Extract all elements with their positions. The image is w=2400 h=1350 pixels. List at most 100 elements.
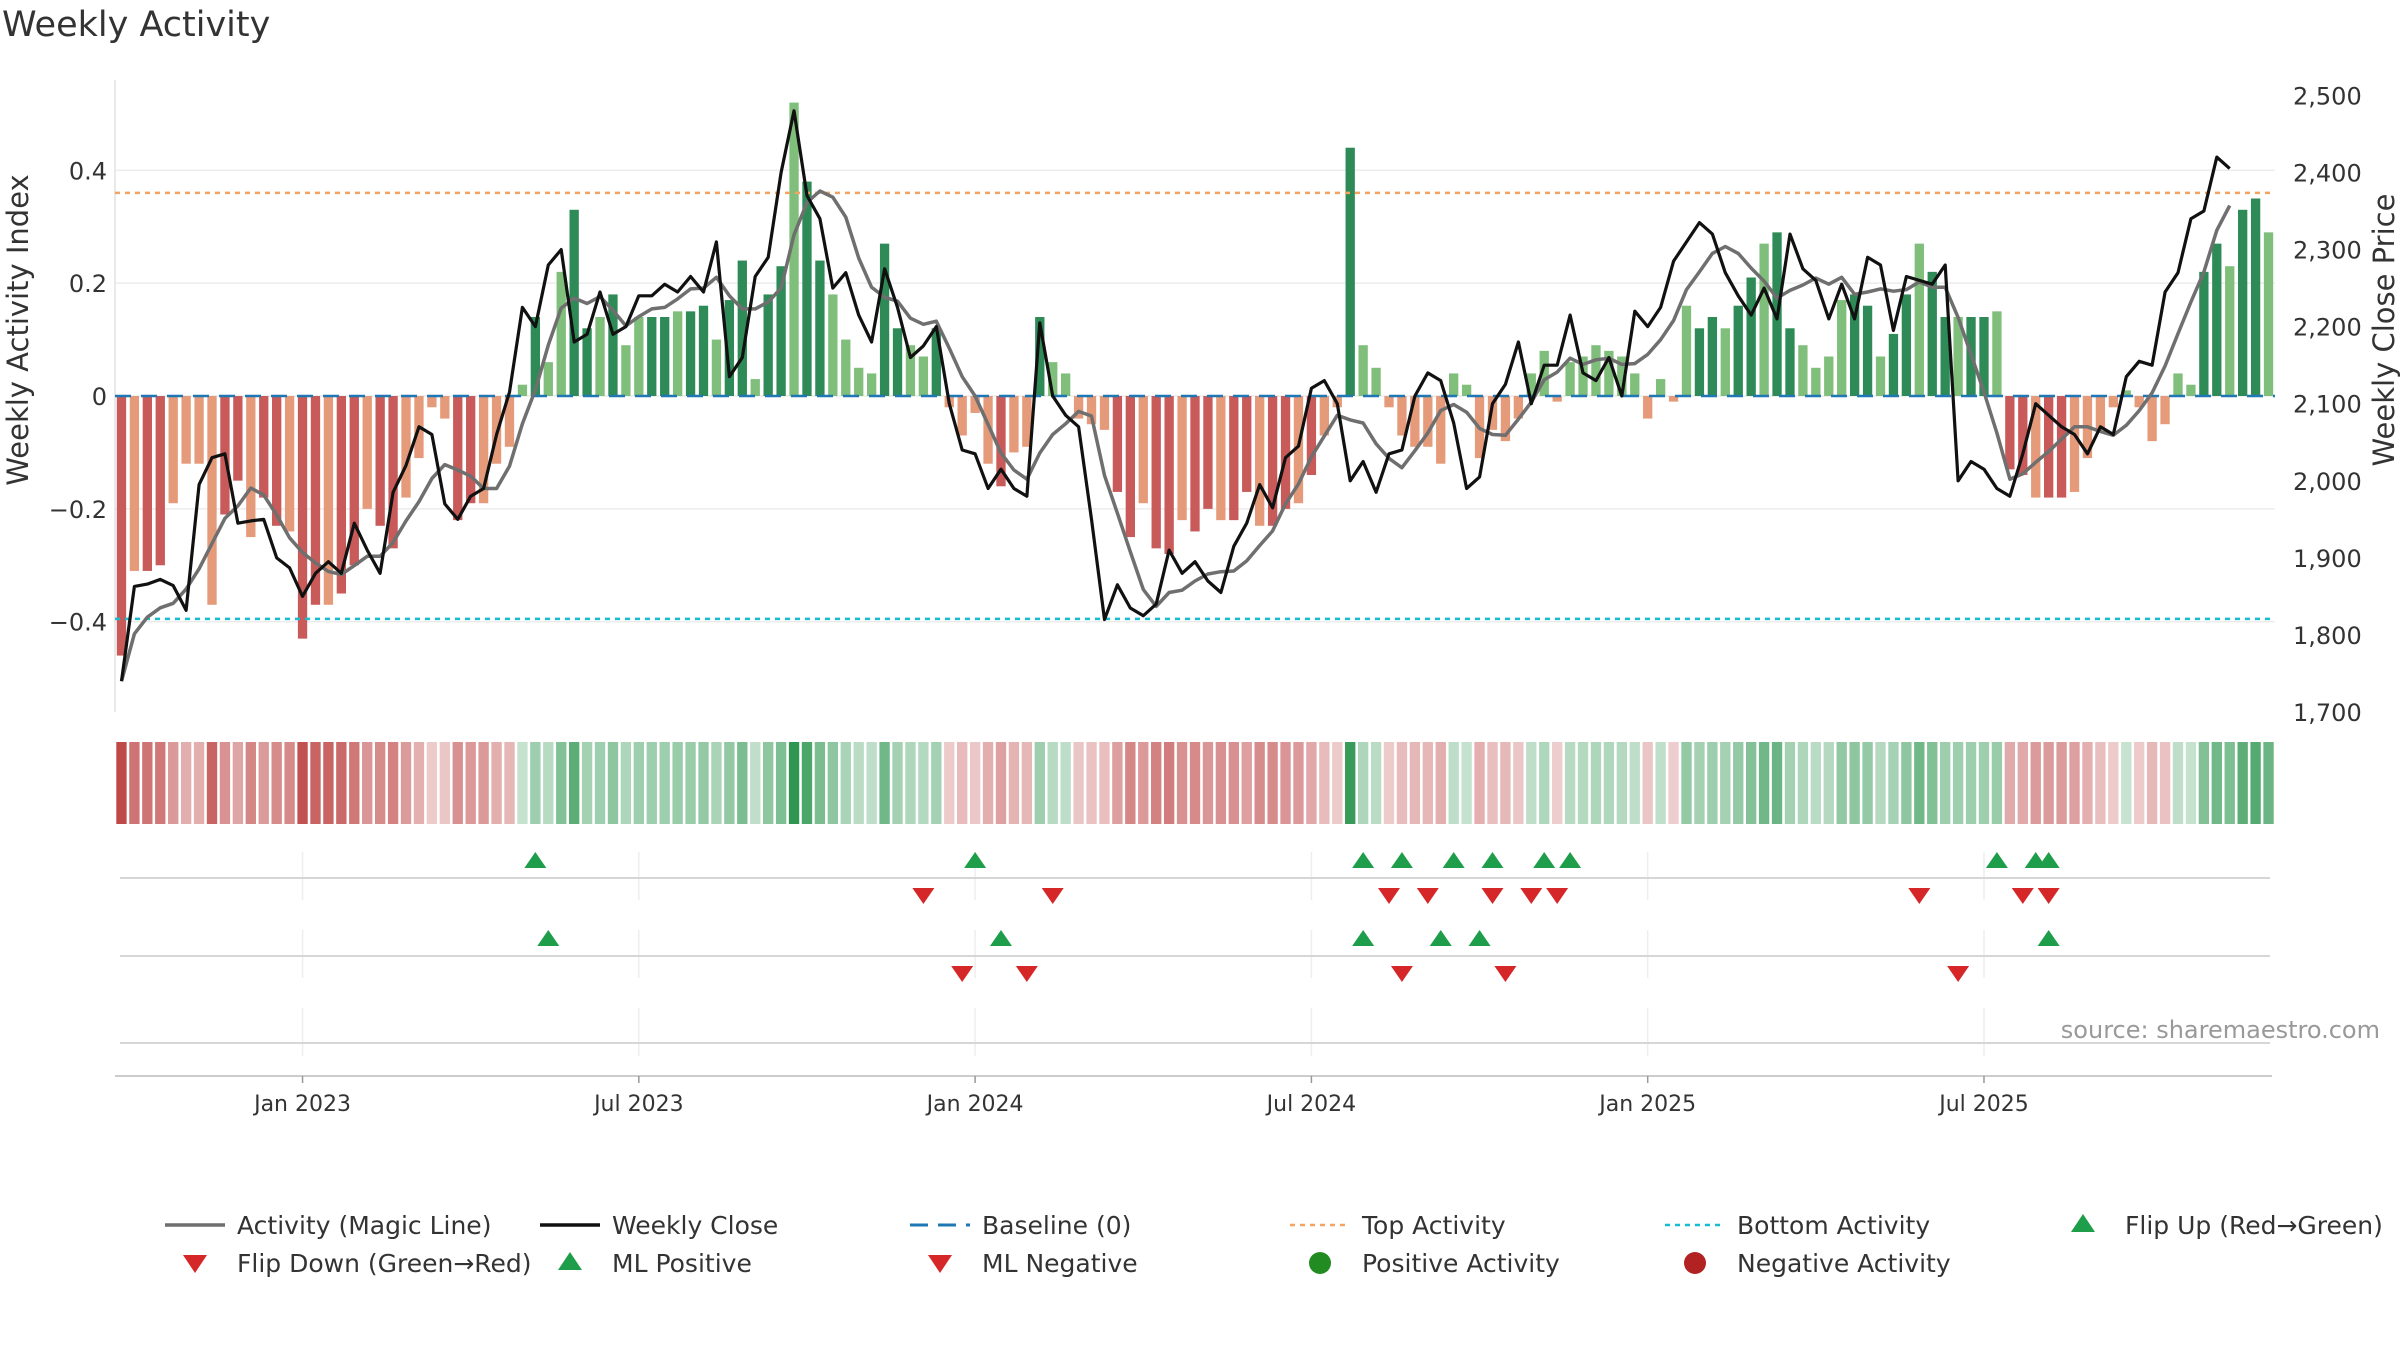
heat-cell [284, 742, 295, 824]
activity-bar [478, 396, 489, 504]
heat-cell [1280, 742, 1291, 824]
activity-bar [2095, 396, 2106, 430]
activity-bar [1875, 356, 1886, 396]
heat-cell [866, 742, 877, 824]
flip-down-marker [1520, 888, 1543, 904]
activity-bar [556, 271, 566, 396]
activity-bar [1306, 396, 1317, 475]
y-axis-right-ticks: 2,500 2,400 2,300 2,200 2,100 2,000 1,900 1,800… [2293, 82, 2362, 727]
activity-bar [2250, 198, 2261, 396]
activity-bar [776, 266, 786, 396]
x-tick-label: Jan 2025 [1597, 1092, 1696, 1117]
activity-bar [1655, 379, 1666, 396]
activity-bar [2199, 271, 2209, 396]
activity-bar [2238, 209, 2248, 396]
activity-bar [1009, 396, 1019, 453]
flip-down-marker [1041, 888, 1064, 904]
activity-bar [1785, 328, 1795, 396]
heat-cell [646, 742, 657, 824]
source-note: source: sharemaestro.com [2061, 1016, 2380, 1044]
heat-cell [1564, 742, 1576, 824]
activity-bar [1591, 345, 1601, 396]
y-axis-left-label: Weekly Activity Index [1, 174, 35, 485]
chart-title: Weekly Activity [2, 5, 270, 45]
activity-bar [2121, 390, 2131, 396]
heat-cell [142, 742, 153, 824]
ml-negative-marker [1015, 966, 1038, 982]
x-axis: Jan 2023 Jul 2023 Jan 2024 Jul 2024 Jan 2025… [115, 1075, 2272, 1117]
heat-cell [1784, 742, 1796, 824]
heat-cell [995, 742, 1007, 824]
heat-cell [905, 742, 916, 824]
legend-flipup-label: Flip Up (Red→Green) [2125, 1211, 2383, 1240]
heat-cell [1526, 742, 1537, 824]
x-tick-label: Jul 2025 [1937, 1092, 2029, 1117]
activity-bar [194, 396, 204, 464]
heat-cell [1357, 742, 1369, 824]
heat-cell [957, 742, 968, 824]
heat-cell [1849, 742, 1860, 824]
heat-cell [478, 742, 489, 824]
heat-cell [1099, 742, 1110, 824]
heat-cell [168, 742, 179, 824]
activity-bar [750, 379, 760, 396]
heat-cell [827, 742, 839, 824]
legend-top-label: Top Activity [1361, 1211, 1506, 1240]
activity-bar [815, 260, 825, 396]
y-left-tick-label: −0.2 [49, 496, 107, 524]
activity-bar [388, 396, 398, 549]
heat-cell [1047, 742, 1058, 824]
activity-bar [2134, 396, 2144, 408]
activity-bar [1293, 396, 1304, 504]
activity-bar [233, 396, 243, 481]
activity-bar [1604, 350, 1614, 396]
heat-cell [517, 742, 528, 824]
heat-cell [711, 742, 722, 824]
flip-down-marker [2011, 888, 2034, 904]
activity-bar [1798, 345, 1808, 396]
activity-bar [1539, 350, 1549, 396]
ml-positive-marker [989, 930, 1012, 946]
heat-cell [1306, 742, 1317, 824]
heat-cell [2056, 742, 2067, 824]
heat-cell [2043, 742, 2054, 824]
heat-cell [2146, 742, 2158, 824]
y-right-tick-label: 2,200 [2293, 314, 2362, 342]
flip-down-marker [912, 888, 935, 904]
heat-cell [310, 742, 321, 824]
activity-bar [1073, 396, 1084, 419]
y-right-tick-label: 1,800 [2293, 622, 2362, 650]
activity-bar [1371, 367, 1381, 396]
heat-cell [568, 742, 580, 824]
activity-bar [2005, 396, 2015, 470]
heat-cell [1293, 742, 1304, 824]
activity-bar [1461, 384, 1472, 396]
activity-bar [2186, 384, 2196, 396]
legend-baseline-label: Baseline (0) [982, 1211, 1131, 1240]
activity-bar [1035, 317, 1045, 396]
heat-cell [1034, 742, 1045, 824]
ml-positive-marker [1352, 930, 1375, 946]
activity-bar [323, 396, 334, 605]
legend-bottom-label: Bottom Activity [1737, 1211, 1930, 1240]
activity-bar [672, 311, 683, 396]
ml-positive-marker [537, 930, 560, 946]
legend-flipup-swatch [2071, 1214, 2095, 1232]
activity-bar [1164, 396, 1174, 554]
heat-cell [1590, 742, 1602, 824]
activity-bar [2043, 396, 2054, 498]
heat-cell [129, 742, 140, 824]
activity-bar [1384, 396, 1394, 408]
activity-bar [259, 396, 269, 498]
legend-flipdown-swatch [183, 1255, 207, 1273]
heat-cell [1668, 742, 1679, 824]
activity-bar [1811, 367, 1821, 396]
heat-cell [2211, 742, 2222, 824]
activity-bar [2147, 396, 2157, 442]
y-right-tick-label: 1,900 [2293, 545, 2362, 573]
heat-cell [1797, 742, 1809, 824]
heat-cell [775, 742, 787, 824]
activity-bar [1720, 328, 1730, 396]
heat-cell [1513, 742, 1524, 824]
